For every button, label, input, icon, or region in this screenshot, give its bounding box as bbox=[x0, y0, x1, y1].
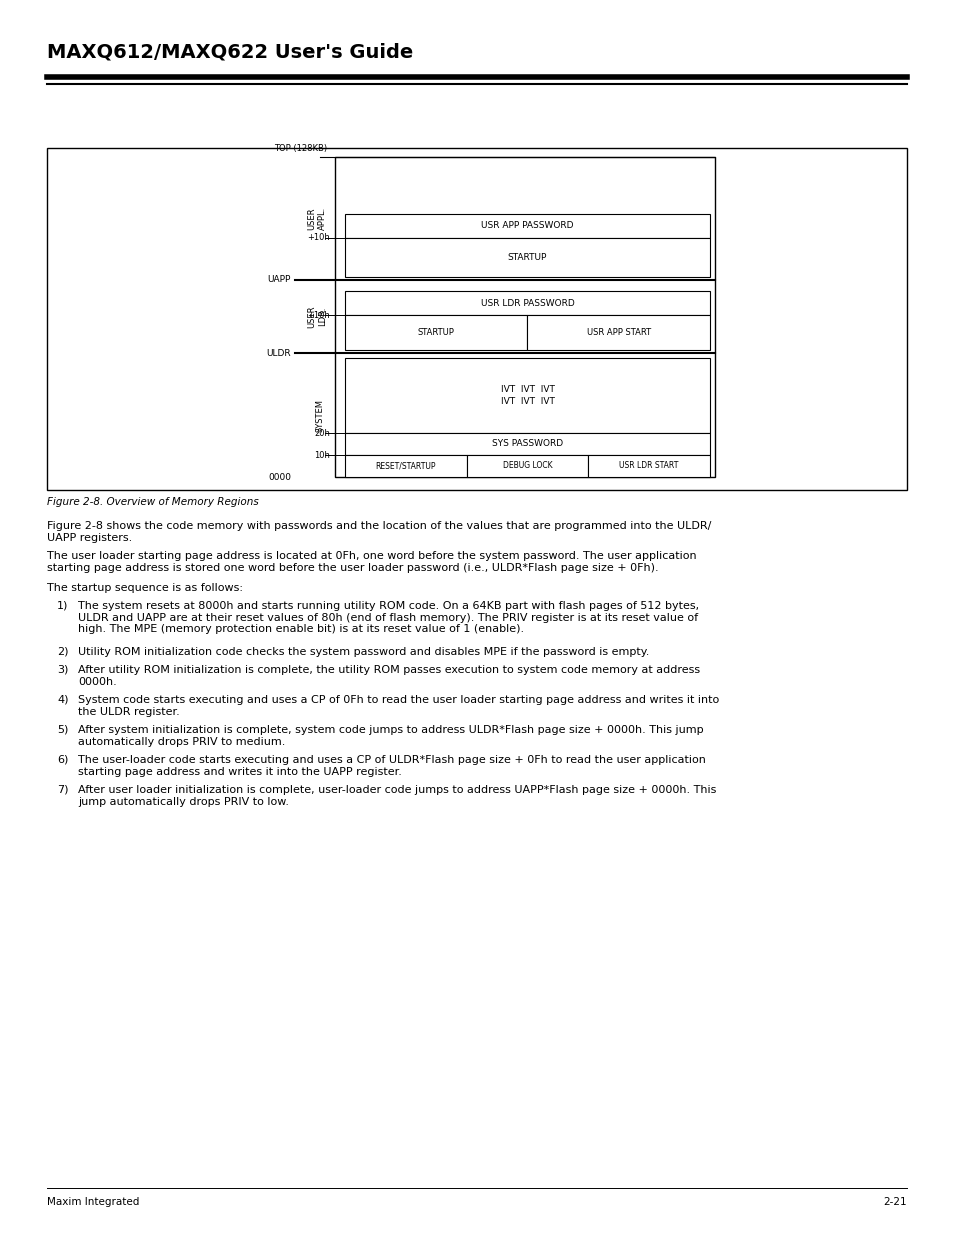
Text: ULDR: ULDR bbox=[266, 348, 291, 357]
Text: 20h: 20h bbox=[314, 429, 330, 437]
Text: IVT  IVT  IVT: IVT IVT IVT bbox=[500, 385, 554, 394]
Bar bbox=[345, 454, 466, 477]
Text: The startup sequence is as follows:: The startup sequence is as follows: bbox=[47, 583, 243, 593]
Text: IVT  IVT  IVT: IVT IVT IVT bbox=[500, 396, 554, 406]
Text: DEBUG LOCK: DEBUG LOCK bbox=[502, 462, 552, 471]
Text: +10h: +10h bbox=[307, 310, 330, 320]
Text: MAXQ612/MAXQ622 User's Guide: MAXQ612/MAXQ622 User's Guide bbox=[47, 43, 413, 62]
Bar bbox=[345, 315, 527, 350]
Text: USR LDR PASSWORD: USR LDR PASSWORD bbox=[480, 299, 574, 308]
Bar bbox=[466, 454, 588, 477]
Text: +10h: +10h bbox=[307, 233, 330, 242]
Text: RESET/STARTUP: RESET/STARTUP bbox=[375, 462, 436, 471]
Text: 2-21: 2-21 bbox=[882, 1197, 906, 1207]
Text: After user loader initialization is complete, user-loader code jumps to address : After user loader initialization is comp… bbox=[78, 785, 716, 806]
Text: 3): 3) bbox=[57, 664, 69, 676]
Text: Figure 2-8. Overview of Memory Regions: Figure 2-8. Overview of Memory Regions bbox=[47, 496, 258, 508]
Text: After utility ROM initialization is complete, the utility ROM passes execution t: After utility ROM initialization is comp… bbox=[78, 664, 700, 687]
Text: STARTUP: STARTUP bbox=[417, 329, 455, 337]
Text: USER
APPL.: USER APPL. bbox=[307, 207, 326, 230]
Bar bbox=[345, 433, 709, 454]
Text: 6): 6) bbox=[57, 755, 69, 764]
Text: SYS PASSWORD: SYS PASSWORD bbox=[492, 440, 562, 448]
Text: UAPP: UAPP bbox=[268, 275, 291, 284]
Text: 2): 2) bbox=[57, 647, 69, 657]
Text: 4): 4) bbox=[57, 695, 69, 705]
Bar bbox=[47, 148, 906, 490]
Text: TOP (128KB): TOP (128KB) bbox=[274, 144, 327, 153]
Text: Figure 2-8 shows the code memory with passwords and the location of the values t: Figure 2-8 shows the code memory with pa… bbox=[47, 521, 711, 542]
Text: Utility ROM initialization code checks the system password and disables MPE if t: Utility ROM initialization code checks t… bbox=[78, 647, 649, 657]
Text: 7): 7) bbox=[57, 785, 69, 795]
Bar bbox=[345, 214, 709, 238]
Text: 5): 5) bbox=[57, 725, 69, 735]
Bar bbox=[527, 315, 709, 350]
Bar bbox=[335, 157, 714, 477]
Text: System code starts executing and uses a CP of 0Fh to read the user loader starti: System code starts executing and uses a … bbox=[78, 695, 719, 716]
Text: The user-loader code starts executing and uses a CP of ULDR*Flash page size + 0F: The user-loader code starts executing an… bbox=[78, 755, 705, 777]
Bar bbox=[345, 238, 709, 277]
Text: The system resets at 8000h and starts running utility ROM code. On a 64KB part w: The system resets at 8000h and starts ru… bbox=[78, 601, 699, 635]
Text: USR LDR START: USR LDR START bbox=[618, 462, 679, 471]
Text: After system initialization is complete, system code jumps to address ULDR*Flash: After system initialization is complete,… bbox=[78, 725, 703, 747]
Text: The user loader starting page address is located at 0Fh, one word before the sys: The user loader starting page address is… bbox=[47, 551, 696, 573]
Text: USR APP PASSWORD: USR APP PASSWORD bbox=[480, 221, 573, 231]
Bar bbox=[345, 358, 709, 433]
Text: USER
LDR.: USER LDR. bbox=[307, 305, 326, 327]
Text: USR APP START: USR APP START bbox=[586, 329, 650, 337]
Bar bbox=[345, 291, 709, 315]
Text: 10h: 10h bbox=[314, 451, 330, 459]
Text: STARTUP: STARTUP bbox=[507, 253, 547, 262]
Text: Maxim Integrated: Maxim Integrated bbox=[47, 1197, 139, 1207]
Bar bbox=[588, 454, 709, 477]
Text: 1): 1) bbox=[57, 601, 69, 611]
Text: 0000: 0000 bbox=[268, 473, 291, 482]
Text: SYSTEM: SYSTEM bbox=[315, 399, 324, 431]
